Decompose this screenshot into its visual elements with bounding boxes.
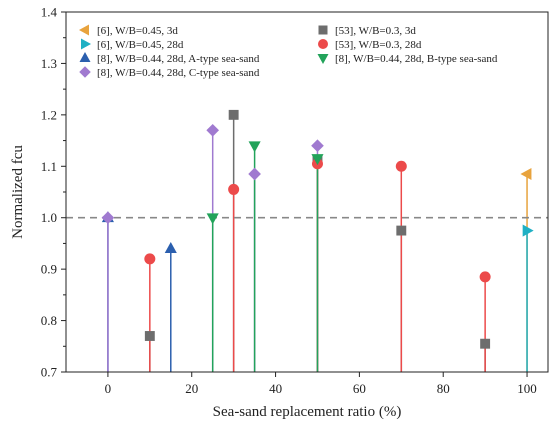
data-point [395,160,407,172]
y-axis-label: Normalized fcu [10,145,26,239]
legend-entry: [8], W/B=0.44, 28d, C-type sea-sand [97,67,260,79]
data-point [479,271,491,283]
data-point [228,183,240,195]
data-point [522,224,534,237]
legend-entry: [53], W/B=0.3, 3d [335,25,416,37]
x-tick-label: 60 [353,381,366,396]
legend-marker [318,25,328,35]
data-point [206,123,220,137]
y-axis-ticks: 0.7 0.8 0.9 1.0 1.1 1.2 1.3 1.4 [41,5,66,380]
data-point [144,253,156,265]
data-point [248,141,261,153]
legend-marker [318,39,328,49]
y-tick-label: 1.2 [41,107,57,122]
plot-frame [65,11,549,373]
legend-marker [79,66,91,78]
legend-marker [79,24,89,36]
y-tick-label: 0.9 [41,262,57,277]
y-tick-label: 1.1 [41,159,57,174]
y-tick-label: 1.3 [41,56,57,71]
y-tick-label: 1.4 [41,5,58,20]
legend-marker [79,52,91,62]
data-point [144,331,155,341]
data-point [248,167,261,181]
data-point [520,167,532,181]
x-tick-label: 80 [437,381,450,396]
x-tick-label: 40 [269,381,282,396]
legend-entry: [8], W/B=0.44, 28d, B-type sea-sand [335,53,498,65]
legend: [6], W/B=0.45, 3d [6], W/B=0.45, 28d [8], … [79,24,498,79]
x-tick-label: 0 [105,381,112,396]
data-point [206,213,219,225]
data-point [311,154,324,166]
legend-entry: [6], W/B=0.45, 28d [97,39,184,51]
x-axis-ticks: 0 20 40 60 80 100 [105,372,537,396]
legend-entry: [6], W/B=0.45, 3d [97,25,178,37]
x-tick-label: 100 [517,381,537,396]
data-point [480,338,491,349]
stem-lines [107,114,528,372]
legend-marker [81,38,91,50]
data-markers [101,109,534,349]
legend-marker [317,54,329,64]
x-tick-label: 20 [185,381,198,396]
y-tick-label: 1.0 [41,210,57,225]
data-point [396,225,407,236]
legend-entry: [53], W/B=0.3, 28d [335,39,422,51]
x-axis-label: Sea-sand replacement ratio (%) [213,404,402,420]
y-tick-label: 0.8 [41,313,57,328]
data-point [164,241,177,253]
y-tick-label: 0.7 [41,365,58,380]
data-point [101,211,115,225]
data-point [228,109,239,120]
data-point [311,139,324,153]
legend-entry: [8], W/B=0.44, 28d, A-type sea-sand [97,53,260,65]
